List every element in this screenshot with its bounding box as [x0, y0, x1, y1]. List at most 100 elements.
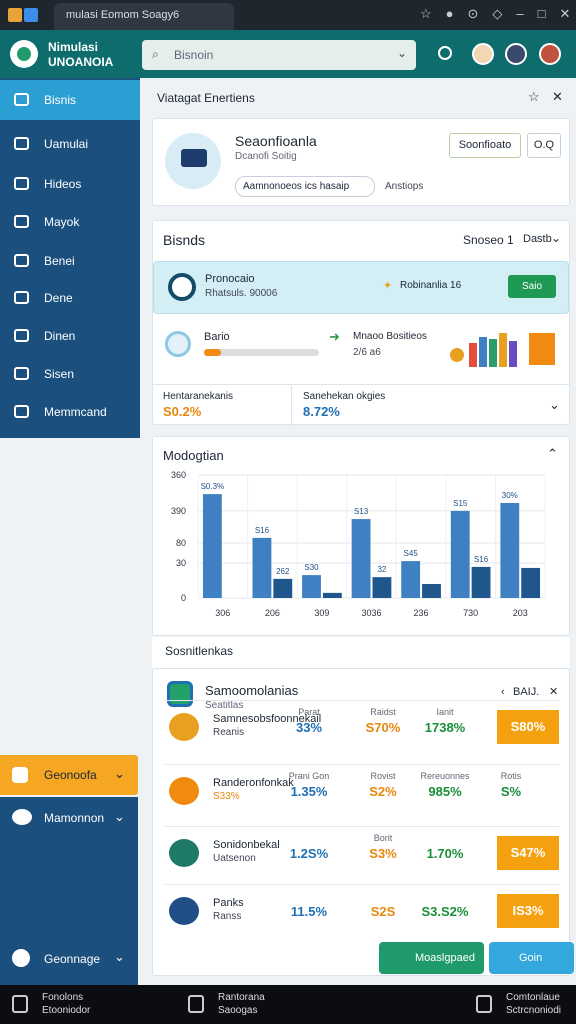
chevron[interactable]: ⌄ [549, 397, 560, 412]
pin-icon[interactable]: ☆ [528, 89, 540, 104]
bar [422, 583, 441, 598]
footer-icon[interactable] [476, 995, 492, 1013]
x-tick-label: 306 [215, 608, 230, 618]
nav-item[interactable]: Dene [0, 278, 140, 318]
footer-text[interactable]: Sctrcnoniodi [506, 1005, 562, 1016]
icon [12, 767, 28, 783]
table-nav[interactable]: ‹ [501, 686, 505, 698]
footer-icon[interactable] [12, 995, 28, 1013]
profile-subtitle: Dcanofi Soitig [235, 151, 297, 162]
nav-item[interactable]: Mayok [0, 202, 140, 242]
dropdown-icon: ⌄ [397, 46, 408, 60]
chevron: ⌄ [114, 949, 125, 964]
action-button[interactable]: Moaslgpaed [379, 942, 484, 974]
chevron[interactable]: ⌃ [547, 446, 558, 461]
nav-item[interactable]: Uamulai [0, 124, 140, 164]
nav-icon [14, 405, 29, 418]
avatar[interactable] [505, 43, 527, 65]
nav-item[interactable]: Hideos [0, 164, 140, 204]
nav-label: Benei [44, 254, 75, 268]
bar [500, 503, 520, 598]
settings-icon[interactable] [438, 46, 452, 60]
sidebar-promo[interactable]: Geonoofa ⌄ [0, 755, 138, 795]
profile-field[interactable]: Aamnonoeos ics hasaip [235, 176, 375, 197]
row-name: Panks [213, 897, 244, 909]
search-box[interactable] [142, 40, 416, 70]
window-controls[interactable]: ☆●⊙◇–□✕ [420, 6, 576, 21]
bar [252, 537, 272, 598]
illustration-figure [181, 149, 207, 167]
banner-title: Pronocaio [205, 273, 255, 285]
bar-annotation: S30 [304, 563, 319, 572]
bar-annotation: S16 [255, 526, 270, 535]
search-icon: ⌕ [152, 47, 159, 61]
footer-text[interactable]: Saoogas [218, 1005, 258, 1016]
chevron: ⌄ [114, 809, 125, 824]
nav-icon [14, 137, 29, 150]
cell-value: 11.5% [290, 904, 328, 919]
browser-bar: mulasi Eomom Soagy6 ☆●⊙◇–□✕ [0, 0, 576, 30]
x-tick-label: 203 [513, 608, 528, 618]
nav-label[interactable]: Geonnage [44, 952, 101, 966]
avatar[interactable] [539, 43, 561, 65]
progress-label: Bario [204, 331, 230, 343]
nav-item[interactable]: Sisen [0, 354, 140, 394]
nav-icon [14, 254, 29, 267]
nav-label[interactable]: Mamonnon [44, 811, 105, 825]
chevron: ⌄ [114, 766, 125, 781]
app-header: Nimulasi UNOANOIA ⌕ Bisnoin ⌄ [0, 30, 576, 78]
cell-head: Raidst [370, 707, 396, 717]
tab[interactable] [54, 3, 234, 30]
close-icon[interactable]: ✕ [549, 686, 559, 698]
profile-button[interactable]: Soonfioato [449, 133, 521, 158]
banner-icon: ✦ [383, 280, 393, 292]
arrow-value: 2/6 a6 [353, 347, 381, 358]
y-tick-label: 390 [171, 506, 186, 516]
nav-label: Mayok [44, 215, 80, 229]
nav-item[interactable]: Bisnis [0, 80, 140, 120]
page-title: Viatagat Enertiens [157, 91, 255, 105]
nav-label: Memmcand [44, 405, 107, 419]
footer-text[interactable]: Fonolons [42, 992, 84, 1003]
row-icon [169, 713, 199, 741]
chevron: ⌄ [551, 231, 562, 245]
footer-text[interactable]: Etooniodor [42, 1005, 91, 1016]
cell-value: S% [500, 784, 522, 799]
banner-icon [168, 273, 196, 301]
cell-value: S3.S2% [421, 904, 469, 919]
row-icon [169, 839, 199, 867]
footer-icon[interactable] [188, 995, 204, 1013]
logo-text: UNOANOIA [48, 55, 114, 69]
nav-label: Geonoofa [44, 768, 97, 782]
avatar[interactable] [472, 43, 494, 65]
cell-value: 1.2S% [289, 846, 329, 861]
nav-label: Dene [44, 291, 73, 305]
cell-head: Rotis [500, 771, 522, 781]
banner-subtitle: Rhatsuls. 90006 [205, 288, 278, 299]
cell-head: Parat [298, 707, 320, 717]
footer-text[interactable]: Comtonlaue [506, 992, 560, 1003]
x-tick-label: 3036 [361, 608, 381, 618]
nav-item[interactable]: Memmcand [0, 392, 140, 432]
banner-button[interactable]: Saio [508, 275, 556, 298]
nav-icon [14, 215, 29, 228]
card-control[interactable]: Snoseo 1 [463, 233, 514, 247]
card-control[interactable]: Dastb [523, 233, 552, 245]
business-card: Bisnds Snoseo 1 Dastb ⌄ Pronocaio Rhatsu… [152, 220, 570, 426]
badge: IS3% [497, 894, 559, 928]
profile-extra[interactable]: O.Q [527, 133, 561, 158]
footer-text[interactable]: Rantorana [218, 992, 265, 1003]
bar [471, 566, 491, 598]
bar-annotation: S45 [404, 549, 419, 558]
cell-head: Rereuonnes [420, 771, 470, 781]
row-icon [169, 777, 199, 805]
nav-icon [14, 93, 29, 106]
nav-item[interactable]: Benei [0, 241, 140, 281]
bar-annotation: S0.3% [201, 482, 225, 491]
action-button[interactable]: Goin [489, 942, 574, 974]
table-control[interactable]: BAIJ. [513, 686, 540, 698]
nav-item[interactable]: Dinen [0, 316, 140, 356]
close-icon[interactable]: ✕ [552, 89, 563, 104]
x-tick-label: 236 [414, 608, 429, 618]
